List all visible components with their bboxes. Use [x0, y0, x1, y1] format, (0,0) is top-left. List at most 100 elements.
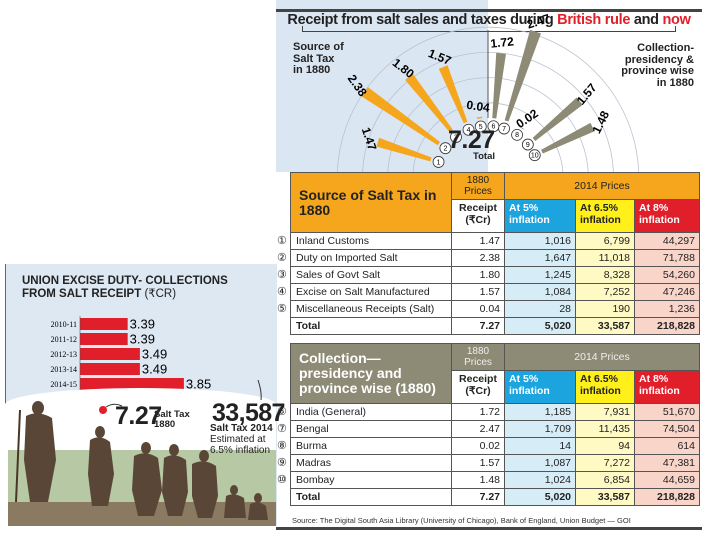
radial-right-label: Collection-presidency & province wise in 1… [621, 42, 694, 89]
cell-8pct: 51,670 [634, 403, 700, 421]
radial-number-label: 10 [531, 153, 539, 160]
radial-bar-value-label: 0.02 [514, 106, 541, 131]
total-label: Total [290, 488, 452, 506]
row-number-badge: ① [277, 235, 287, 247]
table2-col-receipt: Receipt (₹Cr) [451, 370, 505, 404]
row-number-badge: ③ [277, 269, 287, 281]
cell-65pct: 11,018 [575, 249, 635, 267]
cell-65pct: 7,931 [575, 403, 635, 421]
radial-gridline [336, 26, 640, 172]
cell-8pct: 47,381 [634, 454, 700, 472]
cell-8pct: 54,260 [634, 266, 700, 284]
table-row: ⑦ Bengal 2.47 1,709 11,435 74,504 [277, 420, 700, 438]
excise-bar [80, 318, 128, 330]
table2-col-65: At 6.5% inflation [575, 370, 635, 404]
radial-number-badge [462, 123, 475, 136]
salt-tax-2014-label: Salt Tax 2014 Estimated at 6.5% inflation [210, 423, 273, 456]
total-receipt: 7.27 [451, 317, 505, 335]
row-name: ⑩ Bombay [277, 471, 452, 489]
radial-number-label: 8 [515, 132, 519, 139]
callout-dot [99, 406, 107, 414]
radial-number-label: 6 [491, 124, 495, 131]
radial-number-badge [521, 138, 534, 151]
cell-receipt: 1.57 [451, 283, 505, 301]
excise-bar [80, 378, 184, 390]
cell-5pct: 1,185 [504, 403, 576, 421]
radial-bar-value-label: 1.48 [589, 108, 612, 135]
source-of-salt-tax-table: Source of Salt Tax in 1880 1880 Prices 2… [277, 172, 700, 335]
excise-category-label: 2011-12 [51, 335, 77, 344]
radial-number-badge [450, 131, 462, 143]
excise-chart-title: UNION EXCISE DUTY- COLLECTIONS FROM SALT… [22, 275, 228, 300]
table1-title: Source of Salt Tax in 1880 [290, 172, 452, 233]
radial-bar [376, 137, 432, 162]
table1-col-8: At 8% inflation [634, 199, 700, 233]
table1-col-65: At 6.5% inflation [575, 199, 635, 233]
cell-5pct: 1,245 [504, 266, 576, 284]
table-row: ⑤ Miscellaneous Receipts (Salt) 0.04 28 190 1… [277, 300, 700, 318]
cell-8pct: 614 [634, 437, 700, 455]
radial-bar [476, 116, 483, 119]
table2-hdr-2014: 2014 Prices [504, 343, 700, 371]
radial-number-badge [528, 149, 541, 162]
radial-bar [492, 52, 506, 119]
table-row: ⑩ Bombay 1.48 1,024 6,854 44,659 [277, 471, 700, 489]
table-row: ④ Excise on Salt Manufactured 1.57 1,084 7,2… [277, 283, 700, 301]
radial-total-label: Total [473, 151, 495, 162]
radial-number-label: 9 [526, 142, 530, 149]
dandi-march-statue-image [8, 401, 276, 526]
cell-receipt: 2.38 [451, 249, 505, 267]
cell-8pct: 71,788 [634, 249, 700, 267]
cell-65pct: 190 [575, 300, 635, 318]
cell-5pct: 1,016 [504, 232, 576, 250]
radial-bar [504, 29, 541, 122]
cell-receipt: 1.72 [451, 403, 505, 421]
excise-value-label: 3.49 [142, 346, 167, 361]
table2-col-5: At 5% inflation [504, 370, 576, 404]
radial-number-badge [439, 142, 452, 155]
radial-bar-value-label: 1.72 [490, 34, 515, 50]
radial-left-label: Source of Salt Tax in 1880 [293, 41, 344, 76]
radial-number-label: 4 [467, 127, 471, 134]
table-row: ③ Sales of Govt Salt 1.80 1,245 8,328 54,260 [277, 266, 700, 284]
excise-value-label: 3.39 [130, 331, 155, 346]
table-total-row: Total 7.27 5,020 33,587 218,828 [290, 488, 700, 506]
radial-bar [541, 122, 595, 154]
row-number-badge: ⑨ [277, 457, 287, 469]
table-row: ⑥ India (General) 1.72 1,185 7,931 51,670 [277, 403, 700, 421]
excise-category-label: 2014-15 [50, 380, 77, 389]
radial-bar-value-label: 0.04 [466, 98, 491, 115]
table2-title: Collection— presidency and province wise… [290, 343, 452, 404]
row-name: ② Duty on Imported Salt [277, 249, 452, 267]
table-row: ⑧ Burma 0.02 14 94 614 [277, 437, 700, 455]
salt-tax-2014-value: 33,587 [212, 399, 285, 427]
radial-number-badge [498, 122, 510, 135]
callout-line-1880 [105, 403, 123, 408]
total-8pct: 218,828 [634, 317, 700, 335]
cell-5pct: 1,647 [504, 249, 576, 267]
row-name: ④ Excise on Salt Manufactured [277, 283, 452, 301]
radial-number-label: 3 [454, 134, 458, 141]
radial-bar [361, 87, 440, 146]
row-name: ⑥ India (General) [277, 403, 452, 421]
title-bracket [302, 26, 676, 32]
cell-5pct: 1,084 [504, 283, 576, 301]
row-number-badge: ⑩ [277, 474, 287, 486]
infographic-title: Receipt from salt sales and taxes during… [287, 12, 691, 28]
table1-hdr-2014: 2014 Prices [504, 172, 700, 200]
cell-receipt: 0.04 [451, 300, 505, 318]
cell-5pct: 28 [504, 300, 576, 318]
callout-line-2014 [257, 380, 262, 401]
salt-tax-1880-value: 7.27 [115, 402, 162, 430]
cell-8pct: 47,246 [634, 283, 700, 301]
table-row: ① Inland Customs 1.47 1,016 6,799 44,297 [277, 232, 700, 250]
table1-col-5: At 5% inflation [504, 199, 576, 233]
radial-bar-value-label: 1.57 [426, 46, 453, 68]
cell-receipt: 1.47 [451, 232, 505, 250]
cell-5pct: 14 [504, 437, 576, 455]
cell-65pct: 6,854 [575, 471, 635, 489]
bottom-rule [276, 527, 702, 530]
radial-number-label: 5 [479, 124, 483, 131]
